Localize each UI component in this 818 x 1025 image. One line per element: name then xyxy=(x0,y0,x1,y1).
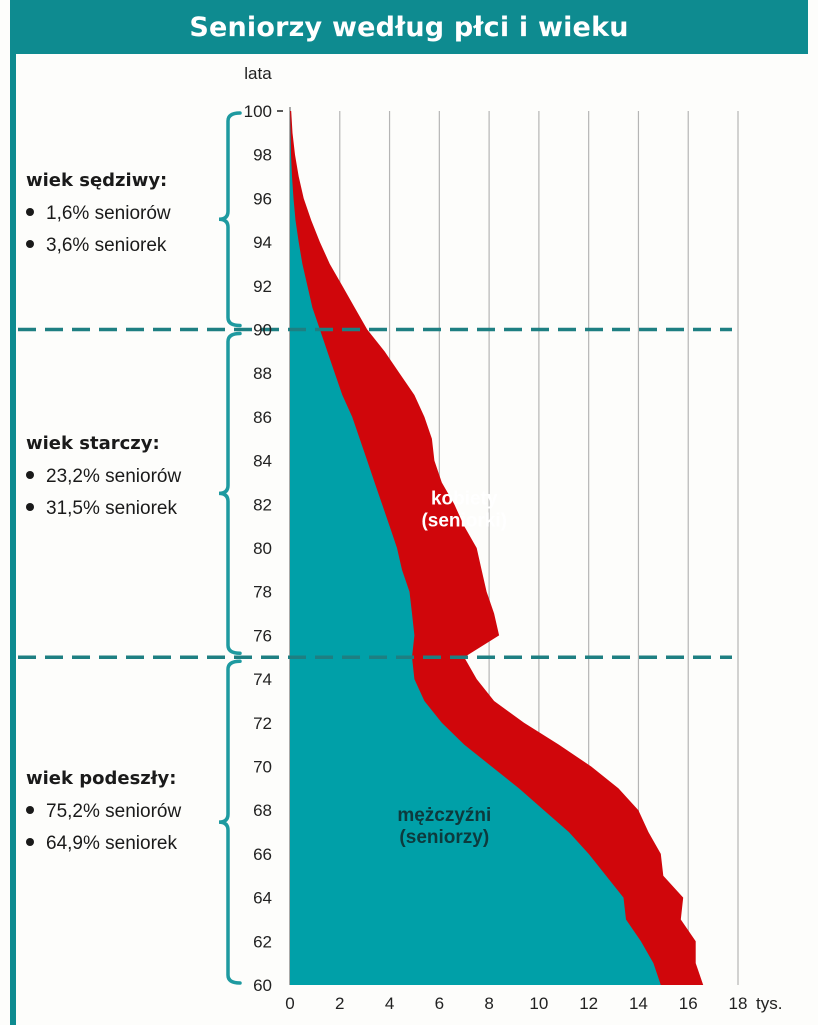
x-tick-label: 18 xyxy=(729,994,748,1013)
age-group-title: wiek podeszły: xyxy=(26,768,181,789)
x-tick-label: 14 xyxy=(629,994,648,1013)
annotation-label: kobiety xyxy=(431,488,498,509)
y-tick-label: 76 xyxy=(253,626,272,645)
age-group-item: 23,2% seniorów xyxy=(26,466,181,488)
x-tick-label: 16 xyxy=(679,994,698,1013)
age-group-braces xyxy=(219,113,240,983)
x-tick-label: 12 xyxy=(579,994,598,1013)
y-tick-label: 82 xyxy=(253,495,272,514)
y-tick-label: 90 xyxy=(253,321,272,340)
age-group-starczy: wiek starczy: 23,2% seniorów 31,5% senio… xyxy=(26,433,181,530)
bullet-icon xyxy=(26,806,34,814)
bullet-icon xyxy=(26,208,34,216)
y-tick-label: 84 xyxy=(253,452,272,471)
bullet-icon xyxy=(26,471,34,479)
y-tick-label: 60 xyxy=(253,976,272,995)
y-tick-label: 94 xyxy=(253,233,272,252)
y-tick-label: 92 xyxy=(253,277,272,296)
age-group-title: wiek starczy: xyxy=(26,433,181,454)
y-tick-label: 62 xyxy=(253,932,272,951)
bullet-icon xyxy=(26,240,34,248)
age-group-podeszly: wiek podeszły: 75,2% seniorów 64,9% seni… xyxy=(26,768,181,865)
annotation-label: (seniorki) xyxy=(421,510,507,531)
x-tick-label: 4 xyxy=(385,994,394,1013)
y-tick-label: 100 xyxy=(244,102,272,121)
x-tick-label: 10 xyxy=(529,994,548,1013)
age-group-item: 31,5% seniorek xyxy=(26,498,181,520)
y-axis-label: lata xyxy=(244,64,272,83)
x-tick-label: 8 xyxy=(484,994,493,1013)
age-group-item: 1,6% seniorów xyxy=(26,203,171,225)
age-group-brace xyxy=(219,334,240,654)
y-tick-label: 74 xyxy=(253,670,272,689)
x-tick-label: 0 xyxy=(285,994,294,1013)
bullet-icon xyxy=(26,503,34,511)
bullet-icon xyxy=(26,838,34,846)
y-tick-label: 66 xyxy=(253,845,272,864)
y-tick-label: 70 xyxy=(253,758,272,777)
y-tick-label: 86 xyxy=(253,408,272,427)
y-tick-label: 72 xyxy=(253,714,272,733)
age-group-sedziwy: wiek sędziwy: 1,6% seniorów 3,6% seniore… xyxy=(26,170,171,267)
age-group-item: 3,6% seniorek xyxy=(26,235,171,257)
x-tick-label: 2 xyxy=(335,994,344,1013)
y-tick-label: 64 xyxy=(253,889,272,908)
y-tick-label: 98 xyxy=(253,146,272,165)
annotation-label: (seniorzy) xyxy=(399,827,489,848)
age-group-brace xyxy=(219,661,240,983)
x-axis-label: tys. xyxy=(756,994,782,1013)
age-group-item: 64,9% seniorek xyxy=(26,833,181,855)
age-group-title: wiek sędziwy: xyxy=(26,170,171,191)
x-tick-label: 6 xyxy=(435,994,444,1013)
y-tick-label: 78 xyxy=(253,583,272,602)
age-group-brace xyxy=(219,113,240,326)
age-group-item: 75,2% seniorów xyxy=(26,801,181,823)
y-tick-label: 68 xyxy=(253,801,272,820)
y-tick-label: 88 xyxy=(253,364,272,383)
y-tick-label: 96 xyxy=(253,189,272,208)
y-tick-label: 80 xyxy=(253,539,272,558)
annotation-label: mężczyźni xyxy=(397,805,491,826)
